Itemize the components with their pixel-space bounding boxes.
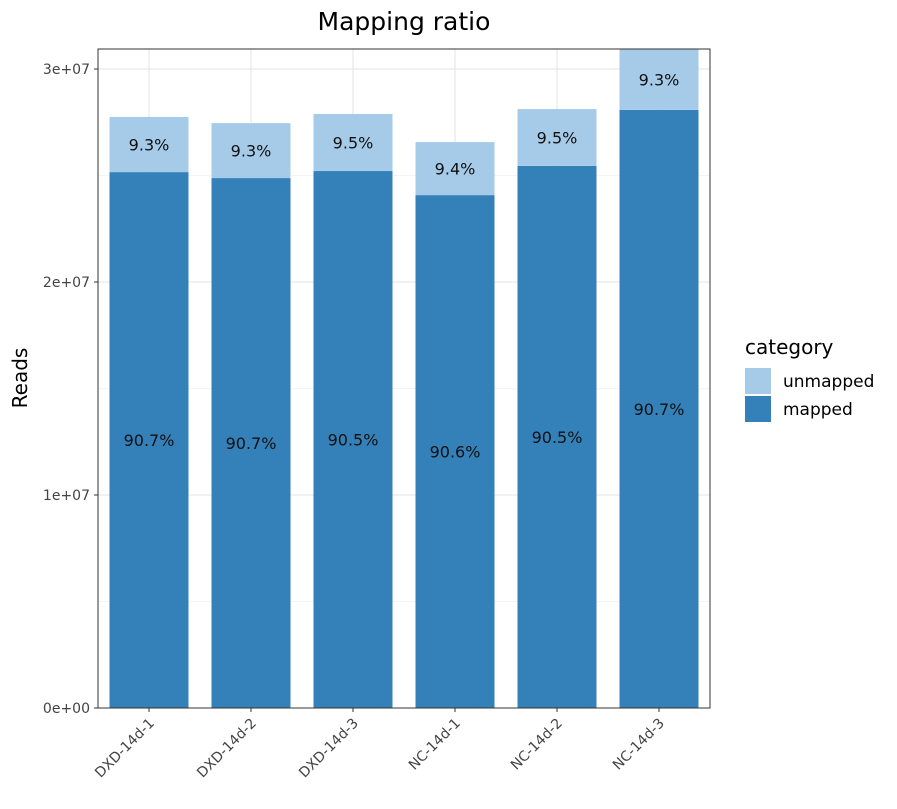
bar-mapped [313,171,393,708]
bar-unmapped [313,113,393,172]
bar-unmapped [109,116,189,173]
legend-swatch-mapped [745,396,771,422]
x-tick-label: DXD-14d-1 [92,716,158,782]
data-label-mapped: 90.5% [328,431,379,450]
x-tick-label: NC-14d-3 [610,716,668,774]
y-tick-label: 0e+00 [43,701,90,717]
data-label-unmapped: 9.5% [333,134,374,153]
bar-mapped [211,178,291,709]
legend-swatch-unmapped [745,368,771,394]
plot-panel-border [97,48,711,709]
data-label-unmapped: 9.3% [231,142,272,161]
data-label-mapped: 90.5% [532,428,583,447]
x-tick-label: NC-14d-1 [406,716,464,774]
bar-mapped [619,109,699,709]
y-axis-label: Reads [8,348,32,409]
data-label-mapped: 90.6% [430,443,481,462]
data-label-unmapped: 9.3% [129,136,170,155]
data-label-unmapped: 9.5% [537,128,578,147]
legend-label-mapped: mapped [783,400,853,420]
y-tick-label: 2e+07 [43,275,90,291]
data-label-mapped: 90.7% [124,431,175,450]
data-label-unmapped: 9.3% [639,70,680,89]
chart-title: Mapping ratio [318,7,491,36]
bar-mapped [109,172,189,709]
bar-mapped [517,165,597,708]
x-tick-label: DXD-14d-2 [194,716,260,782]
data-label-unmapped: 9.4% [435,160,476,179]
bar-unmapped [415,142,495,196]
x-tick-label: NC-14d-2 [508,716,566,774]
bar-mapped [415,195,495,708]
bar-unmapped [211,123,291,179]
y-tick-label: 1e+07 [43,488,90,504]
x-tick-label: DXD-14d-3 [296,716,362,782]
legend-label-unmapped: unmapped [783,372,874,392]
data-label-mapped: 90.7% [226,434,277,453]
bar-unmapped [517,109,597,166]
legend-title: category [745,335,834,359]
legend: category unmapped mapped [745,335,874,422]
data-label-mapped: 90.7% [634,400,685,419]
y-tick-label: 3e+07 [43,62,90,78]
bar-unmapped [619,49,699,110]
